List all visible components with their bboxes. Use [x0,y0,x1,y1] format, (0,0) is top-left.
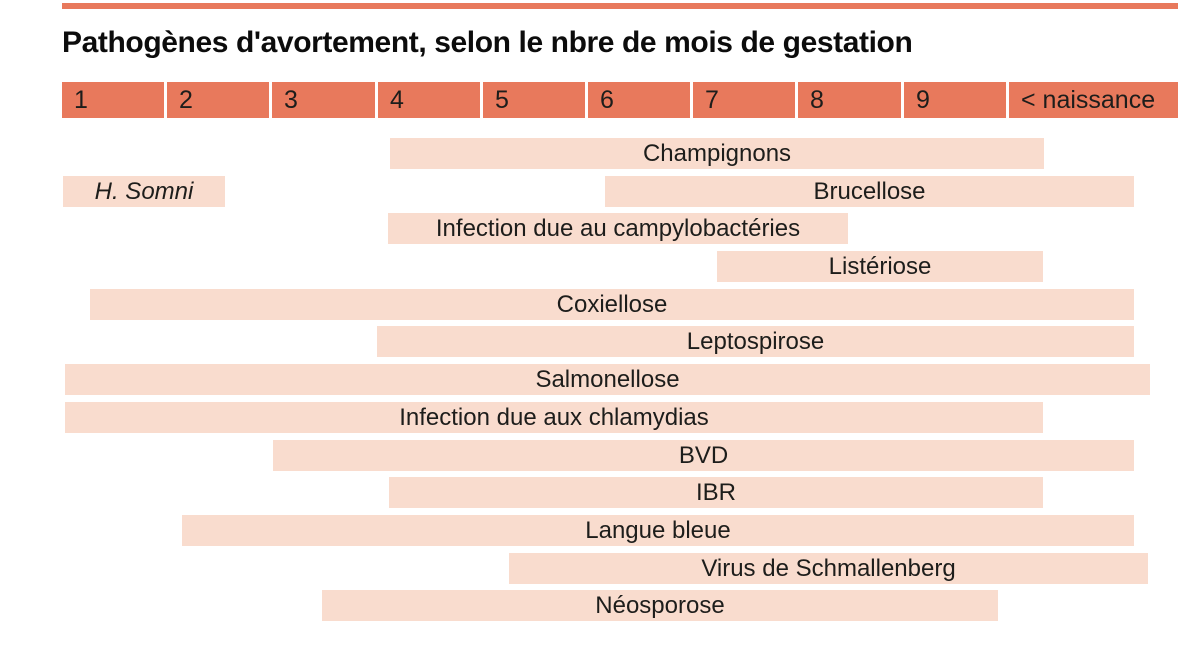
timeline-bar: Coxiellose [90,289,1134,320]
month-cell-label: 2 [179,85,193,114]
bar-label: H. Somni [94,177,194,205]
month-cell-label: < naissance [1021,85,1156,114]
month-cell-label: 7 [705,85,719,114]
bar-label: IBR [695,478,736,506]
month-cell: < naissance [1009,82,1178,118]
month-cell: 7 [693,82,795,118]
bar-label: Salmonellose [535,365,680,393]
timeline-bar: Champignons [390,138,1044,169]
bar-label: Infection due aux chlamydias [399,403,709,431]
timeline-bar: Infection due au campylobactéries [388,213,848,244]
bar-label: Langue bleue [585,516,731,544]
month-cell: 5 [483,82,585,118]
timeline-bar: Listériose [717,251,1043,282]
timeline-bar: Brucellose [605,176,1134,207]
month-cell-label: 3 [284,85,298,114]
month-cell: 6 [588,82,690,118]
timeline-bar: IBR [389,477,1043,508]
month-cell: 9 [904,82,1006,118]
timeline-bar: Virus de Schmallenberg [509,553,1148,584]
month-cell-label: 4 [390,85,404,114]
bar-label: Champignons [642,139,792,167]
bar-label: BVD [678,441,729,469]
bar-label: Virus de Schmallenberg [701,554,956,582]
bar-label: Brucellose [813,177,926,205]
bar-label: Leptospirose [686,327,825,355]
bar-label: Listériose [828,252,932,280]
bar-label: Coxiellose [556,290,668,318]
timeline-bar: Néosporose [322,590,998,621]
month-cell: 2 [167,82,269,118]
timeline-bar: Leptospirose [377,326,1134,357]
timeline-bar: BVD [273,440,1134,471]
month-cell-label: 9 [916,85,930,114]
month-cell: 1 [62,82,164,118]
chart-title: Pathogènes d'avortement, selon le nbre d… [62,26,913,59]
month-cell-label: 5 [495,85,509,114]
timeline-bar: H. Somni [63,176,225,207]
month-cell-label: 8 [810,85,824,114]
top-accent-rule [62,3,1178,9]
month-cell: 4 [378,82,480,118]
month-cell-label: 1 [74,85,88,114]
month-cell: 8 [798,82,901,118]
timeline-bar: Infection due aux chlamydias [65,402,1043,433]
bar-label: Néosporose [595,591,725,619]
bar-label: Infection due au campylobactéries [435,214,801,242]
month-cell-label: 6 [600,85,614,114]
month-cell: 3 [272,82,375,118]
timeline-bar: Salmonellose [65,364,1150,395]
timeline-bar: Langue bleue [182,515,1134,546]
